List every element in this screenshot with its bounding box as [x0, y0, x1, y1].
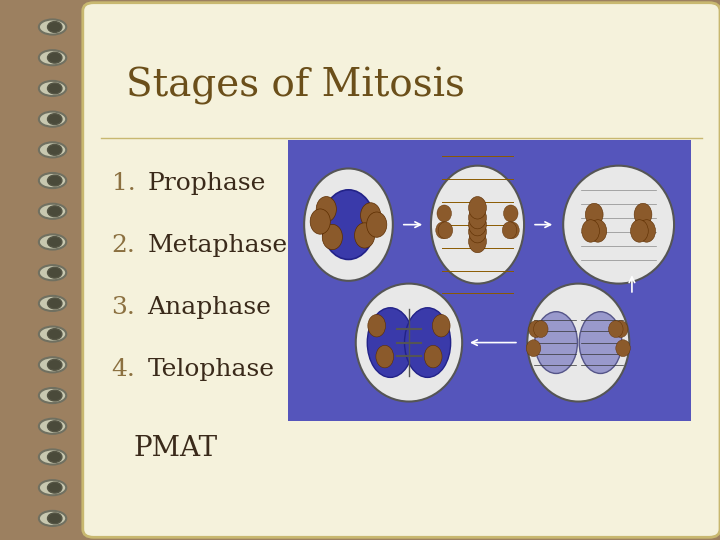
- Circle shape: [48, 329, 62, 340]
- Text: Anaphase: Anaphase: [148, 296, 271, 319]
- Ellipse shape: [39, 173, 66, 188]
- Ellipse shape: [39, 204, 66, 219]
- Ellipse shape: [535, 312, 577, 374]
- Circle shape: [48, 482, 62, 493]
- Ellipse shape: [563, 166, 674, 284]
- FancyBboxPatch shape: [288, 140, 691, 421]
- Ellipse shape: [316, 197, 336, 222]
- Ellipse shape: [438, 222, 453, 239]
- Ellipse shape: [582, 220, 600, 242]
- Ellipse shape: [39, 19, 66, 35]
- FancyBboxPatch shape: [83, 3, 720, 537]
- Ellipse shape: [436, 222, 450, 239]
- Text: 2.: 2.: [112, 234, 135, 257]
- Ellipse shape: [469, 206, 487, 229]
- Ellipse shape: [39, 357, 66, 373]
- Ellipse shape: [608, 321, 623, 338]
- Ellipse shape: [437, 205, 451, 222]
- Circle shape: [48, 360, 62, 370]
- Ellipse shape: [39, 112, 66, 127]
- Ellipse shape: [39, 388, 66, 403]
- Circle shape: [48, 83, 62, 94]
- Text: Metaphase: Metaphase: [148, 234, 288, 257]
- Ellipse shape: [39, 265, 66, 280]
- Ellipse shape: [634, 203, 652, 226]
- Ellipse shape: [638, 220, 655, 242]
- Ellipse shape: [39, 296, 66, 311]
- Circle shape: [48, 175, 62, 186]
- Ellipse shape: [39, 511, 66, 526]
- Ellipse shape: [310, 209, 330, 234]
- Ellipse shape: [469, 220, 487, 243]
- Ellipse shape: [322, 190, 375, 259]
- Circle shape: [48, 421, 62, 431]
- Ellipse shape: [39, 50, 66, 65]
- Ellipse shape: [503, 205, 518, 222]
- Ellipse shape: [527, 284, 629, 402]
- Circle shape: [48, 206, 62, 217]
- Circle shape: [48, 298, 62, 309]
- Ellipse shape: [376, 346, 394, 368]
- Ellipse shape: [431, 166, 524, 284]
- Circle shape: [48, 52, 62, 63]
- Ellipse shape: [405, 308, 451, 377]
- Circle shape: [48, 451, 62, 462]
- Ellipse shape: [469, 230, 487, 253]
- Ellipse shape: [323, 224, 343, 249]
- Ellipse shape: [526, 340, 541, 356]
- Ellipse shape: [505, 222, 519, 239]
- Ellipse shape: [354, 223, 374, 248]
- Ellipse shape: [367, 308, 413, 377]
- Ellipse shape: [528, 321, 543, 338]
- Ellipse shape: [579, 312, 622, 374]
- Ellipse shape: [631, 220, 648, 242]
- Ellipse shape: [356, 284, 462, 402]
- Circle shape: [48, 267, 62, 278]
- Ellipse shape: [366, 212, 387, 237]
- Ellipse shape: [469, 197, 487, 219]
- Circle shape: [48, 390, 62, 401]
- Circle shape: [48, 114, 62, 125]
- Circle shape: [48, 22, 62, 32]
- Ellipse shape: [39, 142, 66, 158]
- Ellipse shape: [613, 321, 628, 338]
- Text: Stages of Mitosis: Stages of Mitosis: [126, 68, 465, 105]
- Text: 3.: 3.: [112, 296, 135, 319]
- Ellipse shape: [469, 213, 487, 236]
- Text: 1.: 1.: [112, 172, 135, 195]
- Ellipse shape: [534, 321, 548, 338]
- Ellipse shape: [432, 314, 450, 337]
- Circle shape: [48, 237, 62, 247]
- Ellipse shape: [39, 234, 66, 249]
- Ellipse shape: [39, 449, 66, 464]
- Ellipse shape: [39, 418, 66, 434]
- Ellipse shape: [39, 480, 66, 495]
- Text: Prophase: Prophase: [148, 172, 266, 195]
- Ellipse shape: [368, 314, 386, 337]
- Ellipse shape: [585, 203, 603, 226]
- Text: PMAT: PMAT: [133, 435, 217, 462]
- Ellipse shape: [424, 346, 442, 368]
- Circle shape: [48, 145, 62, 156]
- Ellipse shape: [39, 81, 66, 96]
- Ellipse shape: [361, 202, 381, 228]
- Ellipse shape: [589, 220, 607, 242]
- Ellipse shape: [304, 168, 393, 281]
- Text: Telophase: Telophase: [148, 359, 274, 381]
- Ellipse shape: [39, 327, 66, 342]
- Circle shape: [48, 513, 62, 524]
- Ellipse shape: [503, 222, 517, 239]
- Ellipse shape: [616, 340, 630, 356]
- Text: 4.: 4.: [112, 359, 135, 381]
